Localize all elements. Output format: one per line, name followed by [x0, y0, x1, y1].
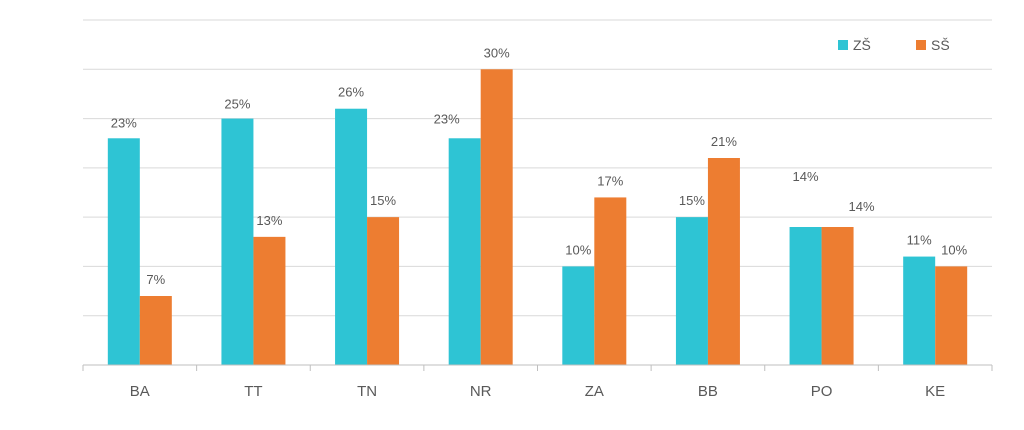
data-label: 17% — [597, 173, 623, 188]
bar-ss-tn — [367, 217, 400, 365]
legend-swatch — [838, 40, 848, 50]
data-label: 14% — [849, 199, 875, 214]
bar-zs-ba — [107, 138, 140, 365]
data-label: 30% — [484, 45, 510, 60]
bar-zs-ke — [903, 256, 936, 365]
data-label: 25% — [224, 97, 250, 112]
x-axis: BA TT TN NR ZA BB PO KE — [82, 364, 993, 400]
x-tick-label: NR — [470, 383, 492, 400]
data-label: 11% — [907, 233, 932, 248]
x-tick-label: TT — [244, 383, 262, 400]
data-label: 23% — [111, 115, 137, 130]
data-label: 23% — [434, 111, 460, 126]
x-tick-label: BB — [698, 383, 718, 400]
data-label: 26% — [338, 85, 364, 100]
data-label: 10% — [941, 242, 967, 257]
data-label: 21% — [711, 134, 737, 149]
bar-ss-nr — [480, 69, 513, 366]
legend-label: SŠ — [931, 37, 950, 53]
bar-ss-ke — [935, 266, 968, 365]
bar-ss-bb — [707, 158, 740, 365]
bar-zs-tt — [221, 118, 254, 365]
bar-zs-tn — [335, 108, 368, 365]
bar-zs-po — [789, 227, 822, 365]
x-tick-label: KE — [925, 383, 945, 400]
data-labels: 23% 25% 26% 23% 10% 15% 14% 11% 7% 13% 15% 30% 17% 21… — [111, 45, 968, 287]
data-label: 15% — [679, 193, 705, 208]
bar-ss-za — [594, 197, 627, 365]
bar-zs-bb — [675, 217, 708, 365]
data-label: 10% — [565, 242, 591, 257]
legend: ZŠ SŠ — [838, 37, 950, 53]
x-tick-label: ZA — [585, 383, 604, 400]
data-label: 15% — [370, 193, 396, 208]
gridlines — [83, 19, 992, 317]
legend-label: ZŠ — [853, 37, 871, 53]
legend-swatch — [916, 40, 926, 50]
bar-ss-po — [821, 227, 854, 365]
data-label: 13% — [256, 213, 282, 228]
data-label: 14% — [793, 169, 819, 184]
x-tick-label: BA — [130, 383, 150, 400]
data-label: 7% — [146, 272, 165, 287]
bar-ss-tt — [253, 236, 286, 365]
bars — [107, 69, 968, 366]
bar-zs-nr — [448, 138, 481, 365]
bar-zs-za — [562, 266, 595, 365]
x-tick-label: TN — [357, 383, 377, 400]
bar-ss-ba — [139, 296, 172, 365]
x-tick-label: PO — [811, 383, 833, 400]
